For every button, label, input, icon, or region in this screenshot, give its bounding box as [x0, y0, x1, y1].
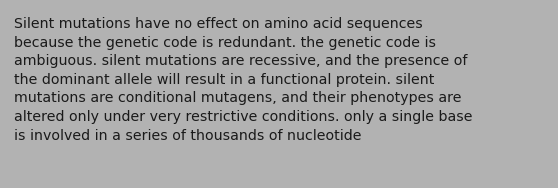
Text: Silent mutations have no effect on amino acid sequences
because the genetic code: Silent mutations have no effect on amino… — [14, 17, 473, 143]
